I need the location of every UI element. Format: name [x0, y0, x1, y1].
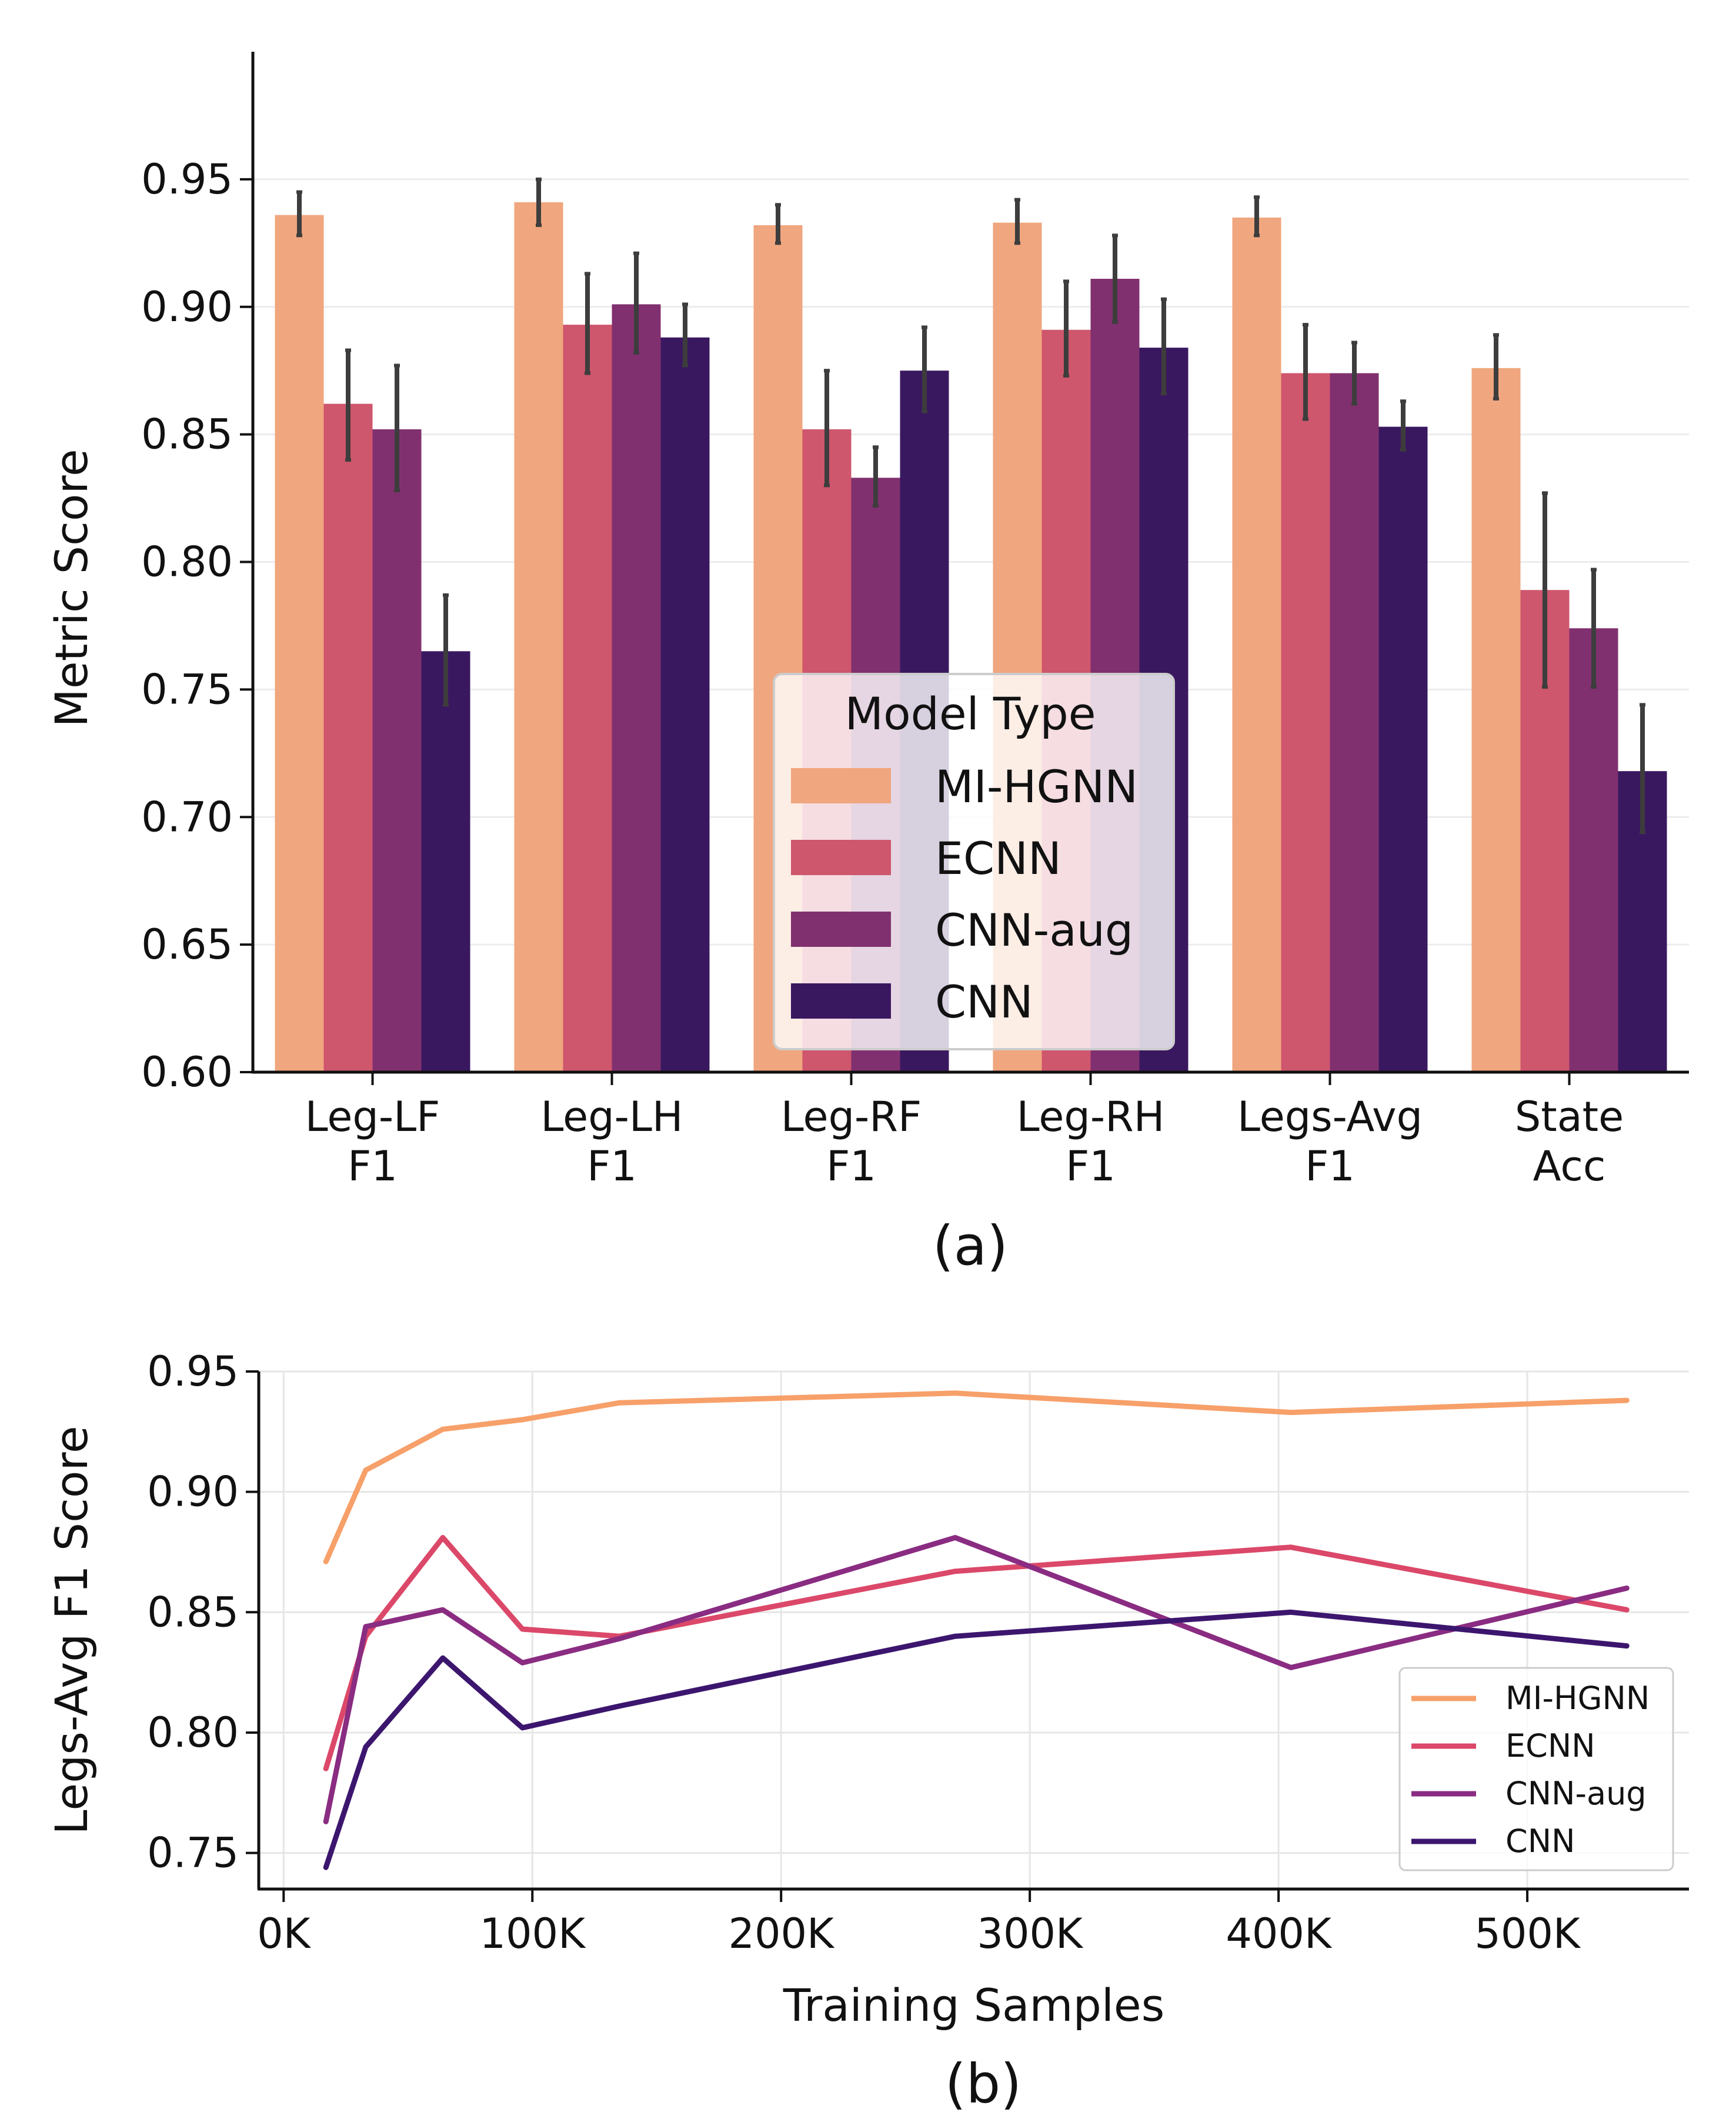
- bar-chart-y-tick-label: 0.80: [141, 538, 233, 586]
- bar-chart-x-tick-label: F1: [348, 1142, 398, 1190]
- line-chart-y-tick-label: 0.80: [147, 1708, 239, 1757]
- bar-chart-y-tick-label: 0.75: [141, 665, 233, 713]
- legend-label: CNN: [1505, 1823, 1575, 1860]
- legend-label: CNN: [935, 976, 1033, 1028]
- legend-swatch-cnn-aug: [791, 912, 891, 947]
- line-chart-x-tick-label: 300K: [977, 1910, 1084, 1958]
- legend-swatch-ecnn: [791, 840, 891, 875]
- caption-b: (b): [945, 2053, 1021, 2115]
- bar-chart-panel: 0.600.650.700.750.800.850.900.95 Leg-LFF…: [45, 52, 1689, 1277]
- line-chart-x-tick-label: 500K: [1474, 1910, 1581, 1958]
- legend-swatch-cnn: [791, 983, 891, 1019]
- bar-chart-y-tick-label: 0.85: [141, 411, 233, 459]
- bar-chart-error-bars: [296, 177, 1645, 835]
- line-chart-x-tick-label: 400K: [1226, 1910, 1333, 1958]
- line-series-cnn-aug: [323, 1534, 1630, 1824]
- bar-chart-y-tick-label: 0.90: [141, 283, 233, 331]
- legend-swatch-mi-hgnn: [791, 768, 891, 803]
- bar-chart-y-ticks: 0.60 0.65 0.70 0.75 0.80 0.85 0.90 0.95: [141, 155, 253, 1096]
- bar-mi-hgnn: [514, 202, 563, 1073]
- bar-chart-x-tick-label: F1: [587, 1142, 637, 1190]
- line-chart-x-tick-label: 0K: [257, 1910, 312, 1958]
- line-chart-y-ticks: 0.75 0.80 0.85 0.90 0.95: [147, 1347, 259, 1877]
- bar-cnn-aug: [372, 429, 422, 1073]
- bar-chart-y-tick-label: 0.60: [141, 1048, 233, 1096]
- line-chart-x-axis-label: Training Samples: [783, 1979, 1165, 2031]
- line-series-mi-hgnn: [323, 1390, 1630, 1564]
- bar-chart-legend: Model Type MI-HGNN ECNN CNN-aug CNN: [773, 673, 1175, 1050]
- bar-chart-x-tick-label: Leg-RF: [781, 1093, 922, 1141]
- legend-label: MI-HGNN: [935, 760, 1138, 813]
- bar-chart-x-tick-label: F1: [826, 1142, 876, 1190]
- legend-title: Model Type: [845, 688, 1096, 740]
- bar-chart-x-tick-label: Leg-LH: [540, 1093, 683, 1141]
- legend-label: CNN-aug: [1505, 1775, 1647, 1812]
- line-chart-y-tick-label: 0.85: [147, 1588, 239, 1636]
- line-series-ecnn: [323, 1534, 1630, 1771]
- bar-chart-y-tick-label: 0.95: [141, 155, 233, 203]
- bar-cnn-aug: [1330, 373, 1379, 1072]
- line-chart-y-axis-label: Legs-Avg F1 Score: [45, 1426, 98, 1834]
- line-chart-axes: [257, 1371, 1689, 1891]
- bar-cnn-aug: [612, 304, 661, 1072]
- bar-ecnn: [323, 403, 373, 1073]
- bar-mi-hgnn: [1232, 217, 1281, 1072]
- legend-label: ECNN: [935, 832, 1061, 885]
- line-chart-y-tick-label: 0.95: [147, 1347, 239, 1396]
- bar-chart-x-tick-label: State: [1515, 1093, 1624, 1141]
- bar-cnn-aug: [1569, 628, 1618, 1072]
- legend-label: CNN-aug: [935, 904, 1133, 956]
- bar-chart-x-tick-label: Legs-Avg: [1237, 1093, 1423, 1141]
- line-chart-series: [323, 1390, 1630, 1870]
- line-chart-y-tick-label: 0.90: [147, 1468, 239, 1516]
- bar-ecnn: [1281, 373, 1330, 1072]
- legend-label: MI-HGNN: [1505, 1680, 1650, 1717]
- line-chart-panel: 0.75 0.80 0.85 0.90 0.95 0K 100K 200K 300K 400K 5…: [45, 1347, 1689, 2115]
- line-chart-x-tick-label: 200K: [728, 1910, 835, 1958]
- legend-frame: [1398, 1667, 1674, 1871]
- bar-cnn: [421, 651, 470, 1072]
- bar-chart-x-tick-label: Leg-LF: [305, 1093, 440, 1141]
- bar-chart-y-axis-label: Metric Score: [45, 449, 98, 727]
- line-chart-y-tick-label: 0.75: [147, 1829, 239, 1877]
- line-chart-x-ticks: 0K 100K 200K 300K 400K 500K: [257, 1889, 1581, 1958]
- line-chart-x-tick-label: 100K: [479, 1910, 586, 1958]
- bar-ecnn: [563, 325, 612, 1072]
- bar-mi-hgnn: [275, 215, 324, 1073]
- bar-cnn: [660, 337, 710, 1072]
- caption-a: (a): [933, 1214, 1008, 1277]
- bar-chart-x-tick-label: F1: [1066, 1142, 1116, 1190]
- bar-chart-x-tick-label: F1: [1305, 1142, 1355, 1190]
- bar-chart-x-tick-label: Leg-RH: [1017, 1093, 1165, 1141]
- line-series-cnn: [323, 1609, 1630, 1870]
- bar-chart-y-tick-label: 0.65: [141, 920, 233, 969]
- legend-label: ECNN: [1505, 1727, 1595, 1764]
- bar-chart-x-ticks: Leg-LFF1Leg-LHF1Leg-RFF1Leg-RHF1Legs-Avg…: [305, 1072, 1624, 1190]
- bar-cnn: [1378, 426, 1428, 1072]
- legend-frame: [773, 673, 1175, 1050]
- bar-chart-x-tick-label: Acc: [1533, 1142, 1606, 1190]
- bar-mi-hgnn: [1471, 368, 1521, 1072]
- line-chart-legend: MI-HGNN ECNN CNN-aug CNN: [1398, 1667, 1674, 1871]
- bar-chart-y-tick-label: 0.70: [141, 793, 233, 841]
